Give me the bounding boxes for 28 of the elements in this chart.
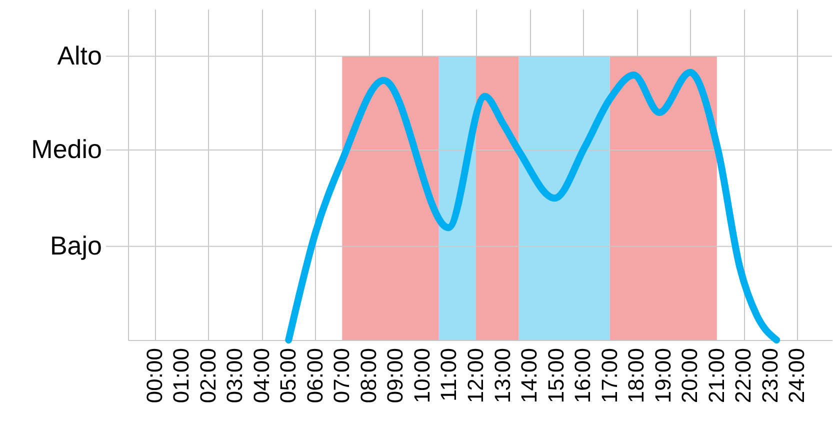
ref-line-label: Alto xyxy=(57,40,102,70)
x-tick-label: 24:00 xyxy=(784,348,810,404)
x-tick-label: 22:00 xyxy=(730,348,756,404)
x-tick-label: 17:00 xyxy=(596,348,622,404)
x-tick-label: 18:00 xyxy=(624,348,649,404)
x-tick-label: 01:00 xyxy=(168,348,194,404)
x-tick-label: 15:00 xyxy=(543,348,568,404)
x-tick-label: 10:00 xyxy=(409,348,434,404)
x-tick-label: 05:00 xyxy=(276,348,301,404)
x-tick-label: 02:00 xyxy=(195,348,220,404)
x-tick-label: 07:00 xyxy=(329,348,354,404)
x-tick-label: 06:00 xyxy=(302,348,328,404)
x-tick-label: 09:00 xyxy=(382,348,408,404)
x-tick-label: 23:00 xyxy=(757,348,782,404)
x-tick-label: 12:00 xyxy=(462,348,488,404)
ref-line-label: Bajo xyxy=(50,230,102,260)
x-tick-label: 13:00 xyxy=(490,348,515,404)
x-tick-label: 04:00 xyxy=(248,348,274,404)
x-tick-label: 08:00 xyxy=(356,348,381,404)
x-tick-label: 14:00 xyxy=(516,348,542,404)
x-tick-label: 20:00 xyxy=(677,348,702,404)
x-tick-label: 16:00 xyxy=(570,348,596,404)
ref-line-label: Medio xyxy=(31,134,102,164)
x-tick-label: 19:00 xyxy=(650,348,676,404)
x-tick-label: 21:00 xyxy=(704,348,729,404)
x-tick-label: 00:00 xyxy=(142,348,167,404)
x-tick-label: 03:00 xyxy=(222,348,248,404)
x-tick-label: 11:00 xyxy=(436,348,462,402)
